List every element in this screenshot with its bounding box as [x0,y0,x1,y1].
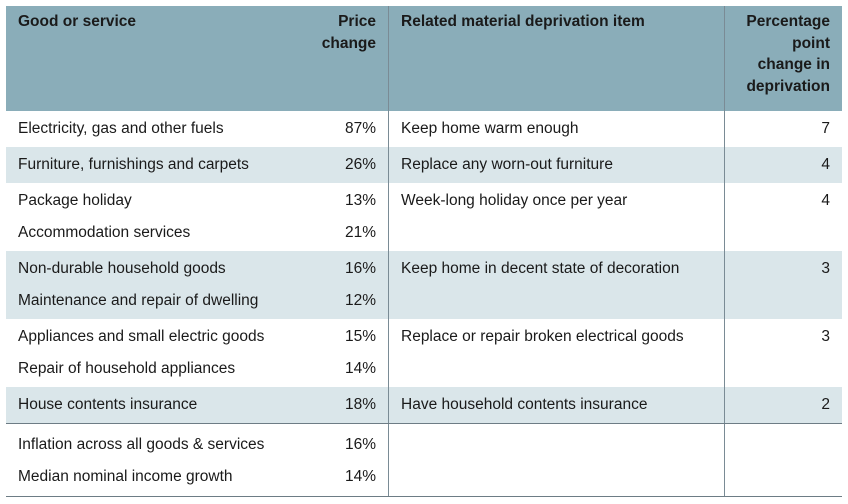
deprivation-item: Week-long holiday once per year [401,192,628,209]
good-or-service-cell: Package holiday Accommodation services [6,183,303,251]
good-or-service-cell: Non-durable household goods Maintenance a… [6,251,303,319]
price-change-cell: 16% 12% [303,251,389,319]
table-row: Inflation across all goods & services Med… [6,423,842,497]
deprivation-item-cell: Replace or repair broken electrical good… [389,319,724,387]
deprivation-change-cell: 4 [724,147,842,183]
good-name: Median nominal income growth [18,468,233,485]
price-value: 26% [344,156,376,173]
good-name: Repair of household appliances [18,360,236,377]
good-name: Appliances and small electric goods [18,328,265,345]
price-change-cell: 16% 14% [303,424,389,496]
deprivation-item [401,429,724,461]
table-body: Electricity, gas and other fuels 87% Keep … [6,111,842,497]
deprivation-change-value: 3 [821,328,830,345]
price-change-cell: 87% [303,111,389,147]
price-value: 12% [344,292,376,309]
price-value: 14% [344,468,376,485]
table-row: Electricity, gas and other fuels 87% Keep … [6,111,842,147]
good-name: Inflation across all goods & services [18,436,265,453]
good-or-service-cell: Appliances and small electric goods Repai… [6,319,303,387]
price-value: 16% [344,260,376,277]
table-row: Appliances and small electric goods Repai… [6,319,842,387]
deprivation-change-value: 4 [821,192,830,209]
deprivation-item-cell: Replace any worn-out furniture [389,147,724,183]
header-good-or-service: Good or service [18,13,137,30]
deprivation-change-cell: 3 [724,319,842,387]
good-name: House contents insurance [18,396,198,413]
deprivation-change-value: 2 [821,396,830,413]
price-value: 21% [344,224,376,241]
deprivation-item: Keep home warm enough [401,120,579,137]
good-name: Package holiday [18,192,132,209]
table-row: Non-durable household goods Maintenance a… [6,251,842,319]
good-name: Accommodation services [18,224,191,241]
deprivation-table: Good or service Price change Related mate… [6,6,842,497]
good-or-service-cell: Inflation across all goods & services Med… [6,424,303,496]
deprivation-change-cell: 4 [724,183,842,251]
deprivation-item-cell: Keep home in decent state of decoration [389,251,724,319]
deprivation-change-cell: 2 [724,387,842,423]
good-or-service-cell: Furniture, furnishings and carpets [6,147,303,183]
good-name: Maintenance and repair of dwelling [18,292,259,309]
deprivation-item-cell: Keep home warm enough [389,111,724,147]
deprivation-change-value: 4 [821,156,830,173]
deprivation-change-value: 3 [821,260,830,277]
price-value: 15% [344,328,376,345]
header-related-item: Related material deprivation item [401,13,645,30]
deprivation-change-value [725,429,830,461]
good-name: Non-durable household goods [18,260,226,277]
deprivation-item: Have household contents insurance [401,396,648,413]
deprivation-change-value: 7 [821,120,830,137]
price-change-cell: 15% 14% [303,319,389,387]
deprivation-item: Replace any worn-out furniture [401,156,613,173]
deprivation-item-cell: Have household contents insurance [389,387,724,423]
deprivation-change-cell [724,424,842,496]
header-price-change: Price change [303,6,389,111]
table-row: House contents insurance 18% Have househol… [6,387,842,423]
price-value: 87% [344,120,376,137]
table-row: Package holiday Accommodation services 13%… [6,183,842,251]
deprivation-item-cell [389,424,724,496]
price-value: 14% [344,360,376,377]
deprivation-change-cell: 7 [724,111,842,147]
price-change-cell: 26% [303,147,389,183]
price-change-cell: 18% [303,387,389,423]
good-or-service-cell: House contents insurance [6,387,303,423]
deprivation-change-cell: 3 [724,251,842,319]
table-row: Furniture, furnishings and carpets 26% Rep… [6,147,842,183]
good-name: Furniture, furnishings and carpets [18,156,249,173]
good-or-service-cell: Electricity, gas and other fuels [6,111,303,147]
header-percentage-change: Percentage point change in deprivation [724,6,842,111]
good-name: Electricity, gas and other fuels [18,120,224,137]
deprivation-item: Replace or repair broken electrical good… [401,328,684,345]
deprivation-item: Keep home in decent state of decoration [401,260,680,277]
price-value: 16% [344,436,376,453]
price-value: 18% [344,396,376,413]
table-header: Good or service Price change Related mate… [6,6,842,111]
price-change-cell: 13% 21% [303,183,389,251]
price-value: 13% [344,192,376,209]
deprivation-item-cell: Week-long holiday once per year [389,183,724,251]
